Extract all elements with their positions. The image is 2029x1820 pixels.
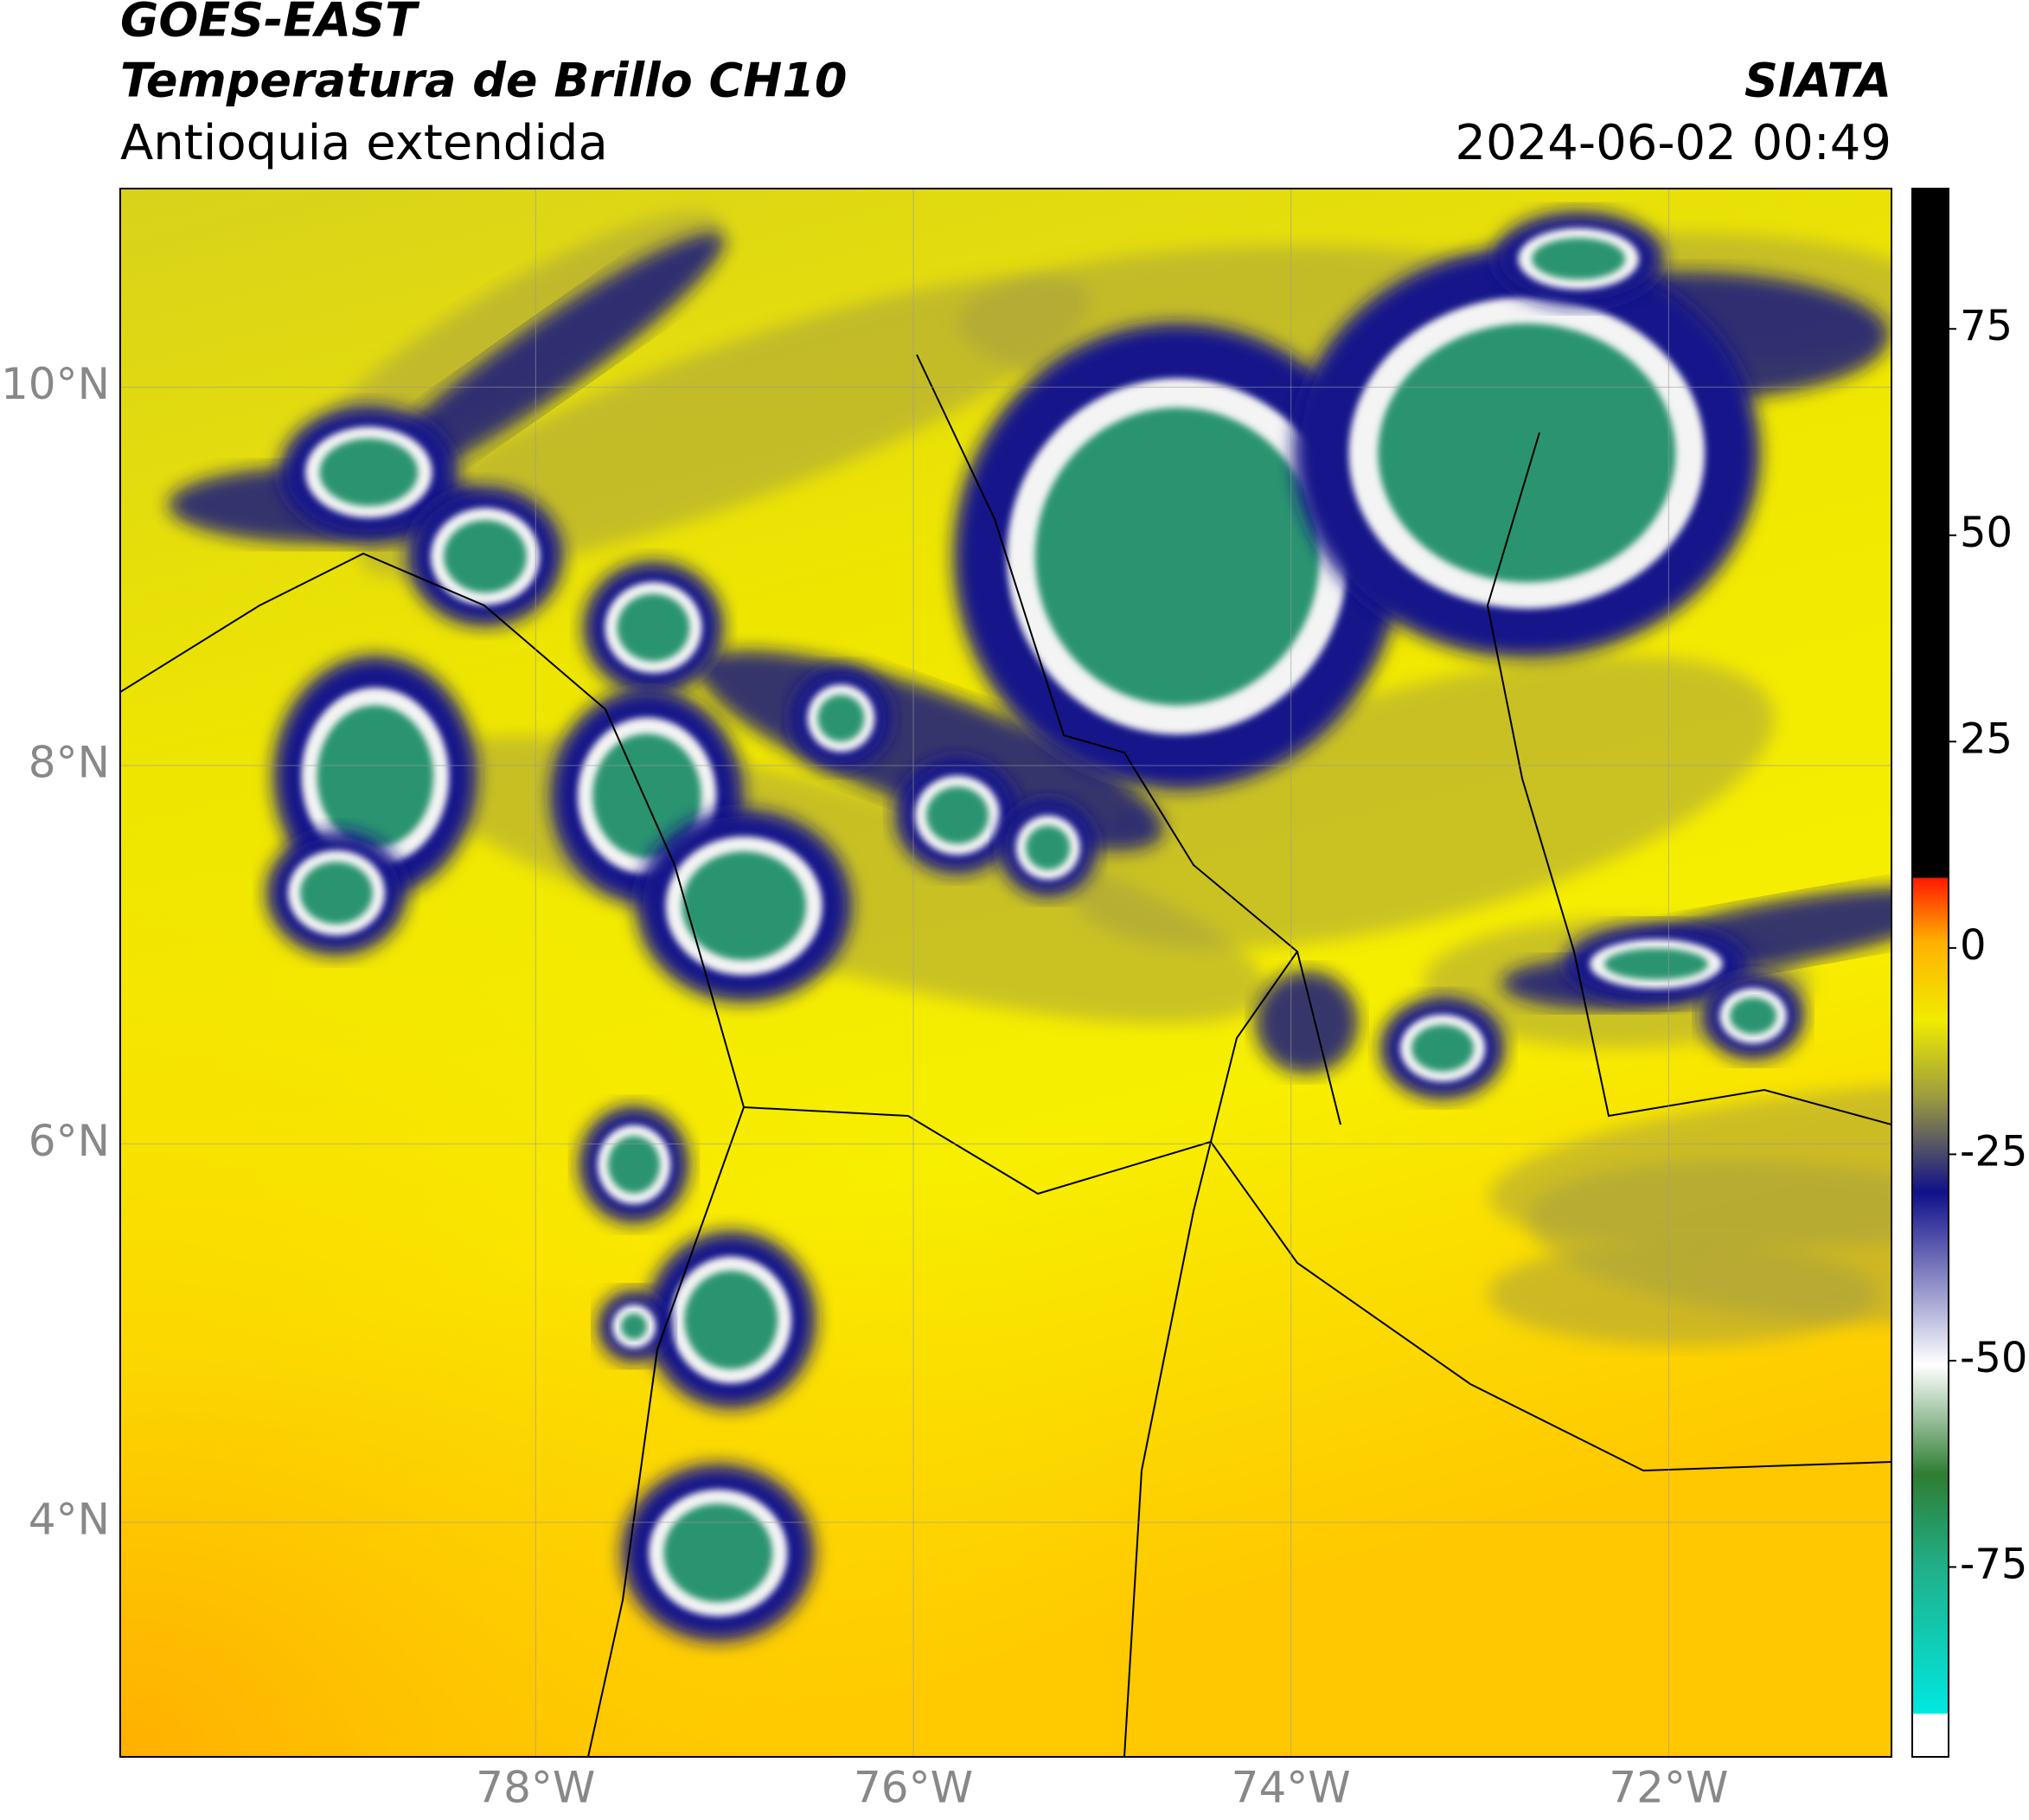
storm-core bbox=[684, 1271, 778, 1369]
storm-core bbox=[682, 851, 807, 961]
cloud-band bbox=[1072, 656, 1775, 949]
storm-core bbox=[663, 1503, 773, 1603]
colorbar-tick-label: 75 bbox=[1960, 302, 2013, 350]
colorbar-tick-label: 50 bbox=[1960, 509, 2013, 557]
y-tick-label: 8°N bbox=[29, 738, 110, 788]
clouds bbox=[168, 211, 1891, 1642]
cloud-band bbox=[1255, 971, 1359, 1074]
datetime: 2024-06-02 00:49 bbox=[1455, 115, 1891, 171]
agency: SIATA bbox=[1744, 54, 1891, 108]
map bbox=[120, 189, 1891, 1757]
storm-core bbox=[926, 786, 989, 844]
storm-core bbox=[817, 695, 865, 742]
y-tick-label: 10°N bbox=[1, 359, 110, 409]
cloud-band bbox=[362, 233, 726, 492]
colorbar-tick-label: -50 bbox=[1960, 1334, 2027, 1382]
storm-core bbox=[444, 520, 527, 593]
storm-core bbox=[300, 862, 373, 925]
grid bbox=[120, 189, 1891, 1757]
y-tick-label: 6°N bbox=[29, 1116, 110, 1166]
subtitle: Temperatura de Brillo CH10 bbox=[120, 54, 848, 108]
cloud-band bbox=[1527, 1161, 1891, 1324]
x-tick-label: 72°W bbox=[1609, 1763, 1728, 1813]
colorbar-tick-label: -75 bbox=[1960, 1541, 2027, 1589]
storm-core bbox=[1532, 238, 1625, 280]
title: GOES-EAST bbox=[120, 0, 420, 48]
region: Antioquia extendida bbox=[120, 115, 608, 171]
storm-core bbox=[617, 593, 690, 662]
storm-core bbox=[1026, 825, 1071, 870]
borders bbox=[120, 354, 1891, 1757]
x-tick-label: 76°W bbox=[854, 1763, 973, 1813]
storm-core bbox=[621, 1313, 647, 1340]
storm-core bbox=[317, 705, 434, 848]
storm-core bbox=[1411, 1024, 1474, 1072]
storm-core bbox=[319, 439, 419, 506]
storm-core bbox=[1034, 407, 1320, 706]
storm-core bbox=[1730, 997, 1777, 1035]
cloud-band bbox=[358, 275, 1091, 579]
colorbar-tick-label: 25 bbox=[1960, 715, 2013, 763]
colorbar-tick-label: 0 bbox=[1960, 921, 1987, 970]
storm-core bbox=[1378, 323, 1676, 583]
storm-core bbox=[592, 734, 701, 858]
x-tick-label: 78°W bbox=[476, 1763, 595, 1813]
storm-core bbox=[608, 1136, 660, 1194]
x-tick-label: 74°W bbox=[1232, 1763, 1351, 1813]
map-frame bbox=[119, 188, 1892, 1758]
storm-core bbox=[1604, 948, 1708, 980]
colorbar-tick-label: -25 bbox=[1960, 1127, 2027, 1176]
colorbar bbox=[1911, 188, 1949, 1758]
axes: 78°W 76°W 74°W 72°W 4°N 6°N 8°N 10°N -75 -50 -25 0 2… bbox=[1, 302, 2027, 1812]
y-tick-label: 4°N bbox=[29, 1494, 110, 1544]
